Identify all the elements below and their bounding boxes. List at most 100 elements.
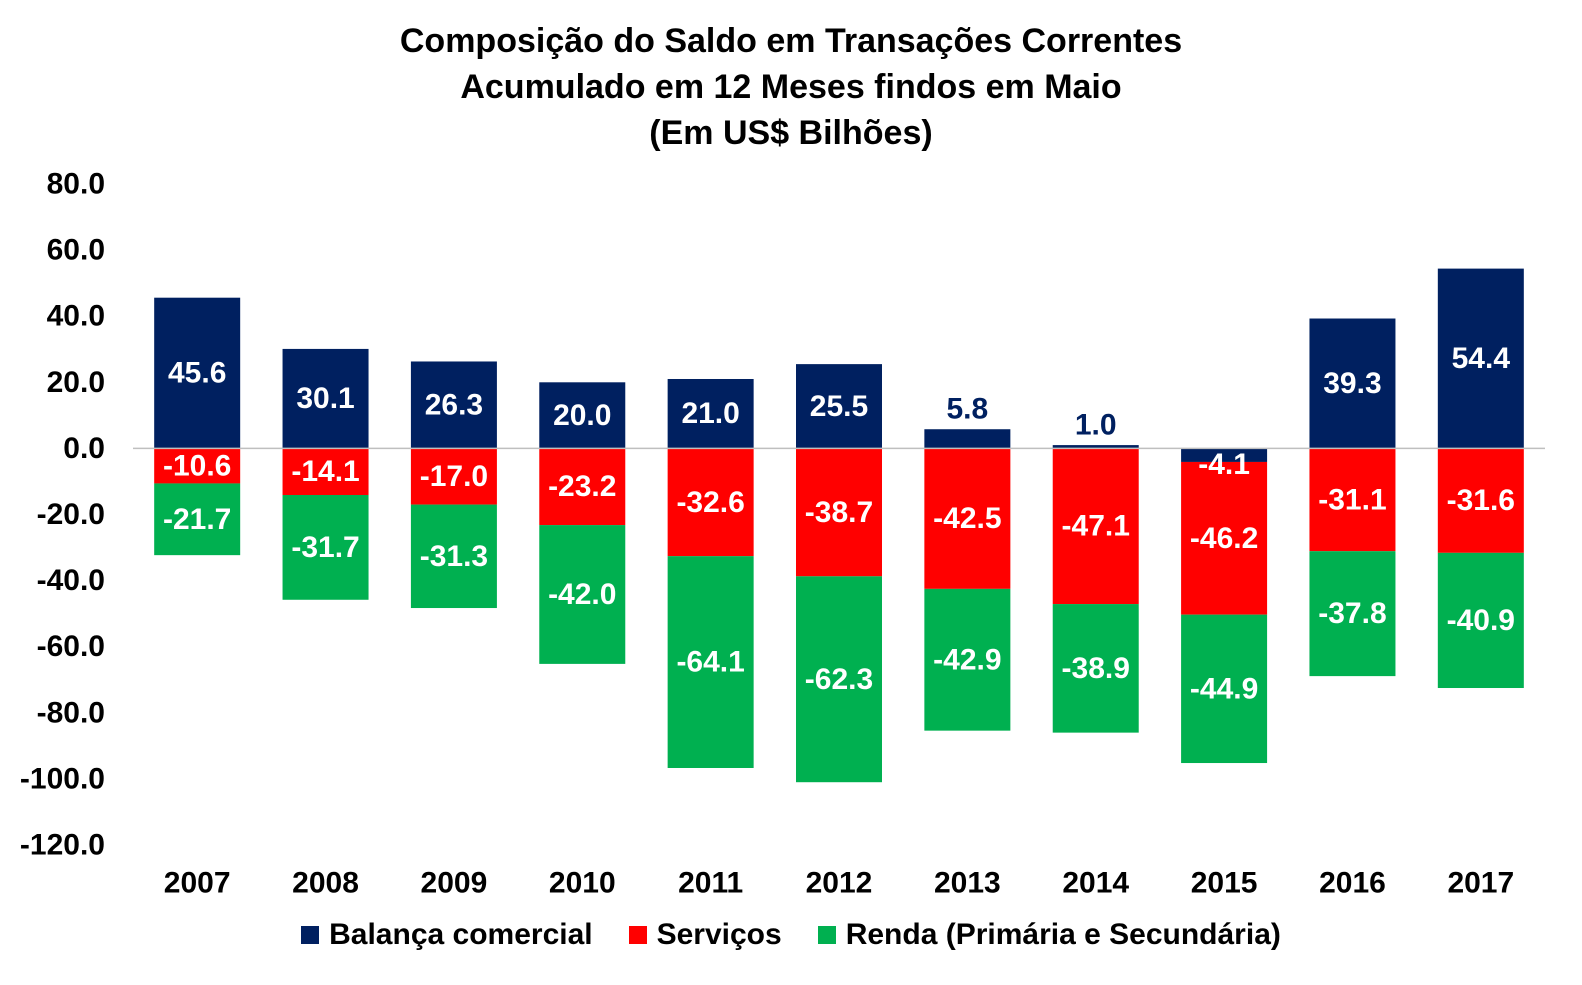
legend-item-renda: Renda (Primária e Secundária)	[817, 918, 1281, 952]
data-label-0-2008: 30.1	[296, 382, 354, 415]
legend-item-balanca: Balança comercial	[301, 918, 593, 952]
legend-swatch-renda	[817, 926, 836, 944]
legend-label-renda: Renda (Primária e Secundária)	[845, 918, 1281, 951]
bar-1-2015	[1181, 461, 1268, 615]
x-tick-label: 2011	[678, 867, 743, 900]
data-label-2-2008: -31.7	[291, 531, 359, 564]
bar-2-2007	[154, 483, 241, 556]
data-label-2-2013: -42.9	[933, 643, 1001, 676]
data-label-1-2016: -31.1	[1318, 483, 1386, 516]
bar-0-2009	[410, 361, 497, 449]
data-label-0-2012: 25.5	[810, 390, 868, 423]
data-label-2-2014: -38.9	[1062, 652, 1130, 685]
x-tick-label: 2015	[1191, 867, 1258, 900]
x-tick-label: 2010	[549, 867, 616, 900]
data-label-1-2009: -17.0	[420, 460, 488, 493]
y-tick-label: -20.0	[37, 498, 105, 531]
data-label-2-2017: -40.9	[1447, 604, 1515, 637]
x-tick-label: 2009	[421, 867, 488, 900]
bar-0-2015	[1181, 448, 1268, 462]
legend-label-servicos: Serviços	[656, 918, 782, 951]
data-label-2-2015: -44.9	[1190, 672, 1258, 705]
bar-1-2009	[410, 448, 497, 505]
bar-2-2013	[924, 588, 1011, 731]
y-tick-label: -80.0	[37, 696, 105, 729]
y-tick-label: 40.0	[47, 300, 105, 333]
x-tick-label: 2014	[1062, 867, 1129, 900]
data-label-0-2007: 45.6	[168, 357, 226, 390]
y-tick-label: 80.0	[47, 168, 105, 201]
data-label-0-2009: 26.3	[425, 388, 483, 421]
bar-1-2014	[1052, 448, 1139, 605]
data-label-0-2013: 5.8	[947, 393, 989, 426]
y-tick-label: 60.0	[47, 234, 105, 267]
x-tick-label: 2017	[1447, 867, 1514, 900]
x-tick-label: 2013	[934, 867, 1001, 900]
data-label-2-2016: -37.8	[1318, 597, 1386, 630]
data-label-1-2014: -47.1	[1062, 510, 1130, 543]
y-tick-label: 0.0	[63, 432, 105, 465]
data-label-0-2017: 54.4	[1452, 342, 1511, 375]
chart-title: Composição do Saldo em Transações Corren…	[0, 18, 1582, 156]
bar-2-2014	[1052, 604, 1139, 733]
chart-title-line-1: Composição do Saldo em Transações Corren…	[399, 22, 1183, 60]
bar-1-2017	[1437, 448, 1524, 553]
data-label-0-2011: 21.0	[681, 397, 739, 430]
data-label-2-2007: -21.7	[163, 503, 231, 536]
stacked-bar-chart: 80.0 60.0 40.0 20.0 0.0 -20.0 -40.0 -60.0 -80.0 -…	[20, 168, 1545, 900]
bar-2-2015	[1181, 614, 1268, 764]
x-tick-label: 2007	[164, 867, 231, 900]
data-label-1-2013: -42.5	[933, 502, 1001, 535]
bar-0-2008	[282, 348, 369, 449]
bar-1-2011	[667, 448, 754, 557]
chart-title-line-2: Acumulado em 12 Meses findos em Maio	[460, 68, 1122, 106]
bar-1-2013	[924, 448, 1011, 589]
legend-label-balanca: Balança comercial	[329, 918, 593, 951]
data-label-2-2010: -42.0	[548, 578, 616, 611]
bar-1-2016	[1309, 448, 1396, 552]
bar-2-2009	[410, 504, 497, 609]
bar-0-2013	[924, 429, 1011, 449]
legend: Balança comercial Serviços Renda (Primár…	[0, 918, 1582, 952]
data-label-0-2010: 20.0	[553, 399, 611, 432]
bar-0-2017	[1437, 268, 1524, 449]
bar-0-2007	[154, 297, 241, 449]
x-tick-label: 2008	[292, 867, 359, 900]
data-label-1-2011: -32.6	[676, 486, 744, 519]
bar-2-2011	[667, 556, 754, 768]
x-tick-label: 2016	[1319, 867, 1386, 900]
x-tick-label: 2012	[806, 867, 873, 900]
bar-0-2012	[796, 364, 882, 449]
bar-1-2010	[539, 448, 626, 526]
data-label-1-2017: -31.6	[1447, 484, 1515, 517]
data-label-2-2011: -64.1	[676, 646, 744, 679]
bar-0-2014	[1052, 445, 1139, 449]
bar-1-2012	[796, 448, 882, 577]
legend-item-servicos: Serviços	[628, 918, 782, 952]
data-label-1-2010: -23.2	[548, 470, 616, 503]
bar-1-2007	[154, 448, 241, 484]
bar-2-2017	[1437, 552, 1524, 689]
y-tick-label: -60.0	[37, 630, 105, 663]
bar-0-2016	[1309, 318, 1396, 449]
legend-swatch-balanca	[301, 926, 320, 944]
data-label-0-2016: 39.3	[1323, 367, 1381, 400]
data-label-1-2007: -10.6	[163, 449, 231, 482]
data-label-1-2008: -14.1	[291, 455, 359, 488]
bar-0-2011	[667, 378, 754, 449]
bar-2-2012	[796, 576, 882, 783]
data-label-0-2015: -4.1	[1198, 448, 1250, 481]
bar-2-2016	[1309, 551, 1396, 677]
y-tick-label: -40.0	[37, 564, 105, 597]
legend-swatch-servicos	[628, 926, 647, 944]
y-tick-label: -100.0	[20, 762, 105, 795]
bar-0-2010	[539, 382, 626, 449]
y-tick-label: -120.0	[20, 829, 105, 862]
data-label-1-2015: -46.2	[1190, 522, 1258, 555]
bar-2-2008	[282, 495, 369, 600]
data-label-2-2009: -31.3	[420, 540, 488, 573]
y-tick-label: 20.0	[47, 366, 105, 399]
data-label-1-2012: -38.7	[805, 496, 873, 529]
data-label-0-2014: 1.0	[1075, 409, 1117, 442]
bar-1-2008	[282, 448, 369, 496]
